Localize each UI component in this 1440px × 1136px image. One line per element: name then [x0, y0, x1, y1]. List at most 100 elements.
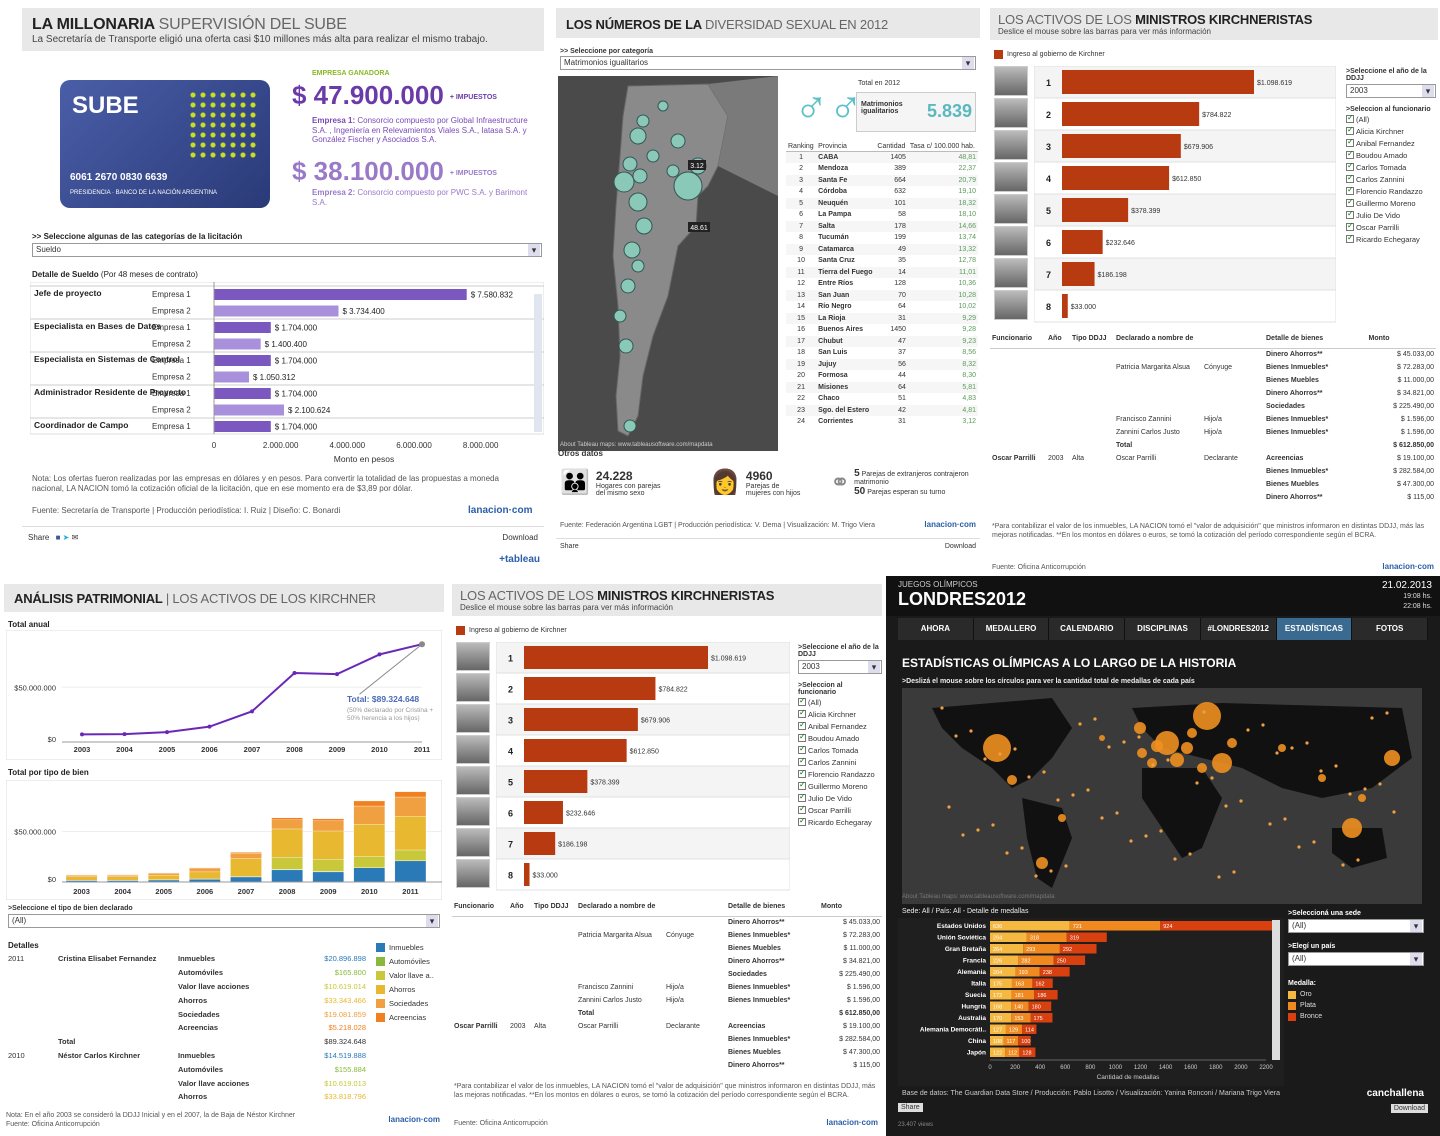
table-row[interactable]: Sociedades $ 225.490,00 — [452, 968, 882, 981]
medal-segment[interactable] — [1011, 978, 1033, 989]
medal-segment[interactable] — [1160, 921, 1277, 931]
province-bubble[interactable] — [620, 278, 636, 294]
table-row[interactable]: Bienes Muebles $ 11.000,00 — [990, 374, 1436, 387]
sube-bar[interactable] — [214, 338, 261, 350]
official-checkbox[interactable]: Guillermo Moreno — [798, 780, 882, 792]
stack-segment[interactable] — [271, 819, 303, 830]
table-row[interactable]: Valor llave acciones $10.619.014 — [6, 980, 368, 994]
country-dot[interactable] — [1151, 763, 1155, 767]
country-dot[interactable] — [1122, 740, 1126, 744]
ministro-bar[interactable] — [524, 677, 656, 700]
table-row[interactable]: 12 Entre Ríos 128 10,36 — [786, 278, 978, 290]
sube-scrollbar[interactable] — [534, 294, 542, 432]
table-row[interactable]: 14 Río Negro 64 10,02 — [786, 301, 978, 313]
facebook-icon[interactable]: ■ — [55, 533, 61, 542]
sube-bar[interactable] — [214, 289, 467, 300]
tipo-select[interactable]: (All) — [8, 914, 440, 928]
sube-bar[interactable] — [214, 421, 271, 432]
ministro-bar[interactable] — [524, 770, 588, 793]
table-row[interactable]: Sociedades $19.081.859 — [6, 1007, 368, 1021]
legend-item[interactable]: Sociedades — [376, 996, 434, 1010]
line-point[interactable] — [207, 724, 212, 729]
table-row[interactable]: Ahorros $33.818.796 — [6, 1090, 368, 1104]
stack-segment[interactable] — [189, 867, 221, 869]
table-row[interactable]: Patricia Margarita Alsua Cónyuge Bienes In… — [990, 361, 1436, 374]
country-bubble[interactable] — [1193, 702, 1221, 730]
line-point[interactable] — [165, 730, 169, 735]
province-bubble[interactable] — [636, 114, 650, 128]
country-dot[interactable] — [1086, 788, 1090, 792]
medal-legend-item[interactable]: Bronce — [1288, 1011, 1424, 1022]
table-row[interactable]: 8 Tucumán 199 13,74 — [786, 232, 978, 244]
official-checkbox[interactable]: Carlos Zannini — [798, 756, 882, 768]
official-checkbox[interactable]: Carlos Tomada — [1346, 161, 1436, 173]
province-bubble[interactable] — [631, 259, 645, 273]
stack-segment[interactable] — [230, 853, 262, 859]
medal-segment[interactable] — [990, 1036, 1004, 1046]
stack-segment[interactable] — [353, 805, 386, 825]
country-dot[interactable] — [1297, 845, 1301, 849]
table-row[interactable]: Sociedades $ 225.490,00 — [990, 400, 1436, 413]
table-row[interactable]: 22 Chaco 51 4,83 — [786, 393, 978, 405]
official-checkbox[interactable]: Guillermo Moreno — [1346, 197, 1436, 209]
official-checkbox[interactable]: (All) — [1346, 113, 1436, 125]
medal-segment[interactable] — [1005, 1047, 1020, 1058]
official-checkbox[interactable]: Carlos Tomada — [798, 744, 882, 756]
medal-segment[interactable] — [990, 932, 1027, 943]
table-row[interactable]: 23 Sgo. del Estero 42 4,81 — [786, 404, 978, 416]
province-bubble[interactable] — [628, 192, 648, 212]
stack-segment[interactable] — [353, 856, 386, 868]
country-dot[interactable] — [1034, 874, 1038, 878]
table-row[interactable]: 6 La Pampa 58 18,10 — [786, 209, 978, 221]
ministro-bar[interactable] — [1062, 134, 1181, 158]
legend-item[interactable]: Valor llave a.. — [376, 968, 434, 982]
table-row[interactable]: Automóviles $165.800 — [6, 966, 368, 980]
stack-segment[interactable] — [271, 828, 303, 858]
argentina-map[interactable]: 3.12 48.61 About Tableau maps: www.tableau… — [558, 76, 778, 451]
ministro-bar[interactable] — [524, 739, 627, 762]
country-dot[interactable] — [961, 833, 965, 837]
country-dot[interactable] — [1392, 810, 1396, 814]
official-checkbox[interactable]: Anibal Fernandez — [1346, 137, 1436, 149]
province-bubble[interactable] — [623, 241, 641, 259]
country-dot[interactable] — [1268, 822, 1272, 826]
official-checkbox[interactable]: Oscar Parrilli — [1346, 221, 1436, 233]
province-bubble[interactable] — [657, 100, 669, 112]
nav-tab[interactable]: ESTADÍSTICAS — [1276, 618, 1353, 640]
province-bubble[interactable] — [613, 171, 635, 193]
sube-bar[interactable] — [214, 305, 339, 317]
country-dot[interactable] — [1013, 747, 1017, 751]
medal-segment[interactable] — [1028, 1001, 1052, 1012]
ministro-bar[interactable] — [524, 646, 708, 669]
stack-segment[interactable] — [148, 872, 180, 874]
table-row[interactable]: 9 Catamarca 49 13,32 — [786, 243, 978, 255]
country-bubble[interactable] — [1342, 818, 1362, 838]
country-bubble[interactable] — [1278, 744, 1286, 752]
country-bubble[interactable] — [1384, 750, 1400, 766]
table-row[interactable]: Oscar Parrilli 2003 Alta Oscar Parrilli Decl… — [452, 1020, 882, 1033]
legend-item[interactable]: Ahorros — [376, 982, 434, 996]
ministro-bar[interactable] — [524, 801, 563, 824]
province-bubble[interactable] — [622, 156, 638, 172]
medal-segment[interactable] — [1005, 1024, 1023, 1035]
medal-segment[interactable] — [1066, 932, 1107, 943]
province-bubble[interactable] — [629, 127, 647, 145]
province-bubble[interactable] — [613, 309, 627, 323]
table-row[interactable]: 17 Chubut 47 9,23 — [786, 335, 978, 347]
province-bubble[interactable] — [670, 133, 686, 149]
country-dot[interactable] — [947, 805, 951, 809]
official-checkbox[interactable]: Ricardo Echegaray — [1346, 233, 1436, 245]
medal-segment[interactable] — [1053, 955, 1086, 966]
ministro-bar[interactable] — [1062, 230, 1103, 254]
country-dot[interactable] — [1210, 776, 1214, 780]
ministros-bar-chart[interactable]: 1 $1.098.619 2 $784.822 3 $679.906 4 $612.850 5 $… — [1034, 66, 1336, 326]
stack-segment[interactable] — [394, 860, 427, 883]
table-row[interactable]: 16 Buenos Aires 1450 9,28 — [786, 324, 978, 336]
country-dot[interactable] — [1107, 745, 1111, 749]
table-row[interactable]: 3 Santa Fe 664 20,79 — [786, 174, 978, 186]
country-dot[interactable] — [1159, 829, 1163, 833]
table-row[interactable]: 20 Formosa 44 8,30 — [786, 370, 978, 382]
official-checkbox[interactable]: Julio De Vido — [798, 792, 882, 804]
country-dot[interactable] — [940, 706, 944, 710]
ministro-bar[interactable] — [1062, 102, 1200, 126]
